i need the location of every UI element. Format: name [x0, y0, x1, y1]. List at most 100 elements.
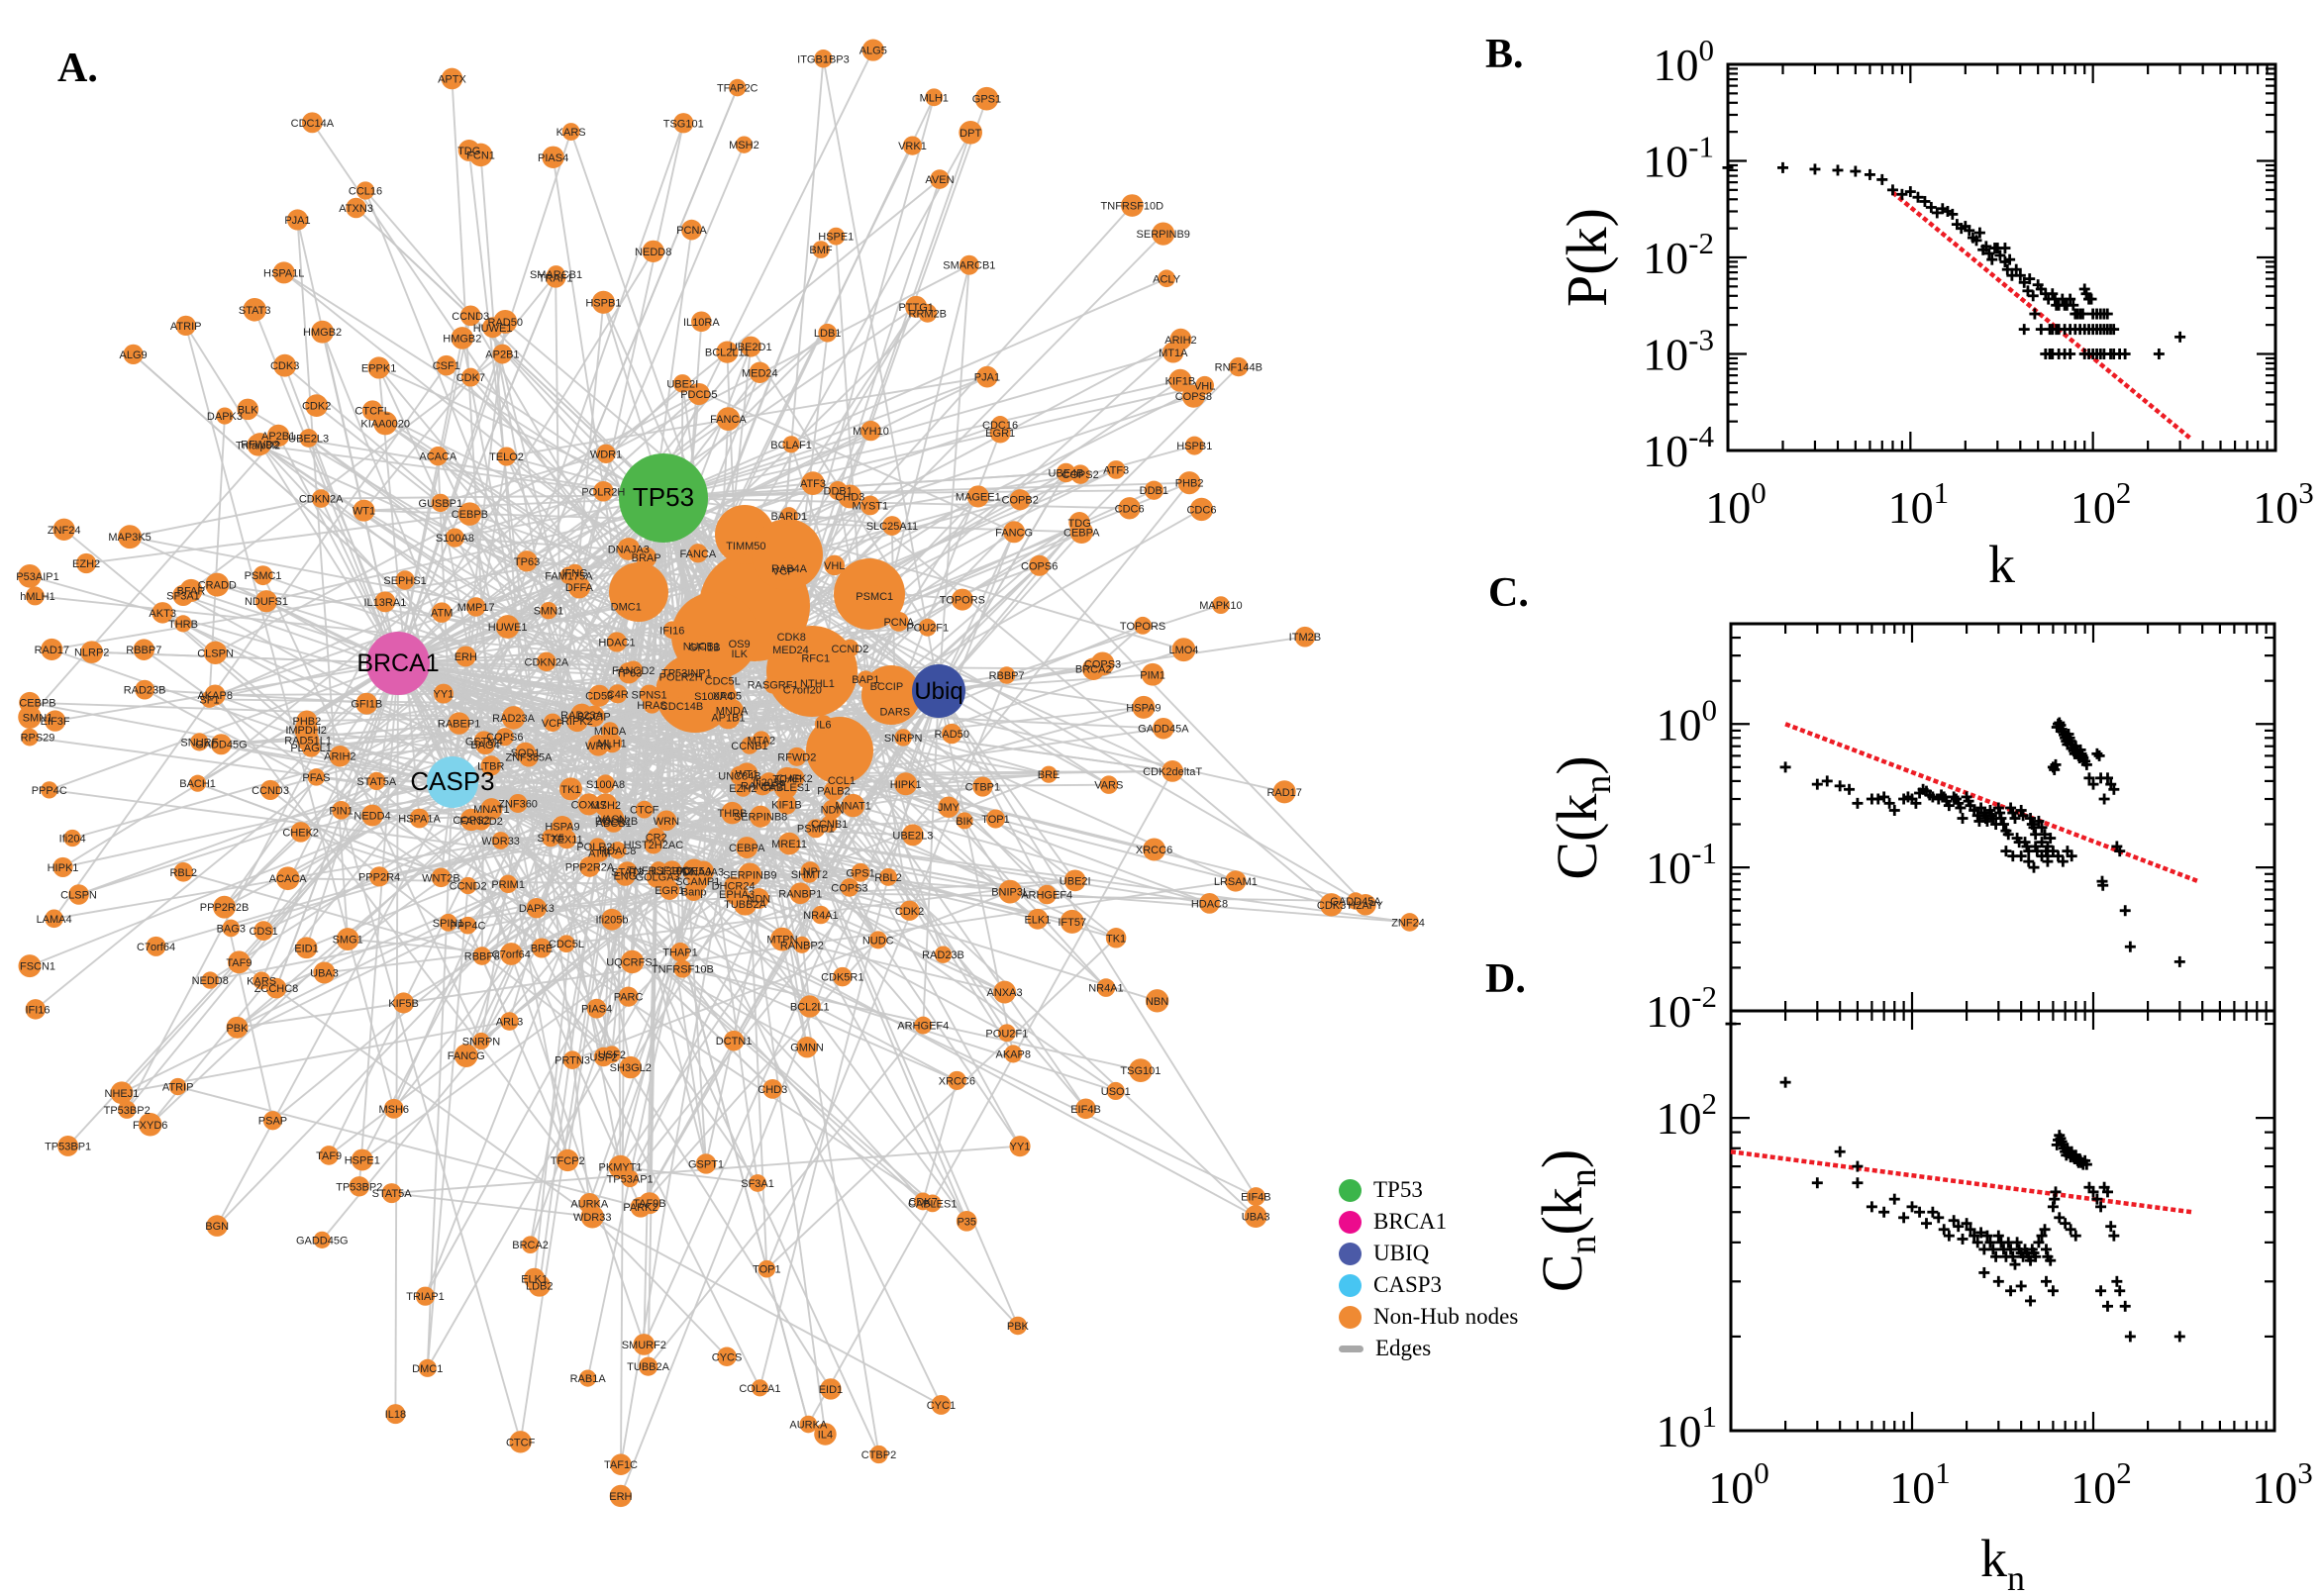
non-hub-node	[203, 641, 228, 664]
non-hub-node	[824, 554, 845, 576]
non-hub-node	[1244, 1205, 1267, 1229]
legend-item-tp53: TP53	[1339, 1174, 1518, 1206]
non-hub-node	[254, 590, 278, 613]
non-hub-node	[448, 712, 470, 735]
network-edge	[397, 353, 504, 664]
fit-line	[1730, 1149, 2192, 1215]
non-hub-node	[934, 946, 953, 963]
y-tick-label: 10-1	[1643, 130, 1714, 187]
non-hub-node	[793, 936, 811, 953]
non-hub-node	[1152, 222, 1175, 246]
non-hub-node	[618, 986, 639, 1007]
non-hub-node	[738, 862, 762, 887]
non-hub-node	[1056, 462, 1076, 483]
legend: TP53 BRCA1 UBIQ CASP3 Non-Hub nodes Edges	[1339, 1174, 1518, 1364]
non-hub-node	[1184, 436, 1204, 455]
non-hub-node	[1158, 269, 1175, 288]
non-hub-node	[252, 565, 273, 586]
pow-exponent: -3	[1688, 323, 1714, 357]
non-hub-node	[931, 1394, 952, 1415]
non-hub-node	[789, 882, 812, 905]
non-hub-node	[439, 913, 457, 932]
non-hub-node	[368, 866, 390, 887]
network-edge	[738, 653, 768, 1269]
non-hub-node	[618, 661, 640, 684]
non-hub-node	[41, 638, 63, 661]
non-hub-node	[418, 1358, 437, 1377]
non-hub-node	[472, 947, 492, 965]
x-tick-label: 101	[1889, 1455, 1951, 1513]
network-edge	[253, 309, 513, 954]
non-hub-node	[1294, 626, 1316, 648]
network-edge	[807, 770, 1173, 1425]
non-hub-node	[152, 602, 173, 624]
non-hub-node	[500, 1012, 519, 1031]
network-edge	[665, 819, 1210, 905]
non-hub-node	[329, 745, 352, 767]
network-edge	[363, 497, 664, 512]
non-hub-node	[480, 798, 503, 821]
non-hub-node	[265, 977, 287, 999]
non-hub-node	[458, 876, 477, 895]
non-hub-node	[720, 698, 744, 723]
x-axis-title: kn	[1980, 1529, 2025, 1596]
non-hub-node	[733, 892, 758, 916]
non-hub-node	[168, 1077, 187, 1096]
non-hub-node	[1106, 1081, 1125, 1101]
network-edge	[822, 58, 940, 692]
non-hub-node	[1118, 497, 1141, 520]
non-hub-node	[25, 586, 45, 606]
non-hub-node	[431, 602, 453, 623]
non-hub-node	[393, 992, 415, 1014]
non-hub-node	[332, 800, 351, 820]
non-hub-node	[521, 1236, 540, 1254]
non-hub-node	[902, 136, 923, 155]
non-hub-node	[493, 310, 518, 334]
non-hub-node	[295, 937, 318, 959]
node-swatch-icon	[1339, 1273, 1362, 1297]
non-hub-node	[734, 779, 752, 797]
non-hub-node	[770, 927, 794, 951]
non-hub-node	[728, 632, 752, 655]
non-hub-node	[542, 146, 564, 169]
network-edge	[397, 662, 758, 1184]
non-hub-node	[266, 424, 290, 448]
non-hub-node	[21, 728, 39, 747]
network-edge	[662, 481, 1190, 499]
non-hub-node	[57, 1135, 79, 1156]
non-hub-node	[831, 769, 853, 791]
non-hub-node	[860, 420, 881, 442]
network-edge	[391, 1192, 593, 1218]
non-hub-node	[1145, 989, 1169, 1013]
legend-label: BRCA1	[1373, 1209, 1448, 1234]
non-hub-node	[353, 499, 375, 522]
network-edge	[468, 513, 595, 717]
non-hub-node	[474, 734, 496, 755]
non-hub-node	[606, 632, 628, 652]
network-edge	[655, 497, 664, 838]
pow-base: 10	[1654, 40, 1699, 90]
non-hub-node	[361, 804, 383, 827]
non-hub-node	[899, 900, 920, 921]
network-edge	[214, 694, 569, 1161]
non-hub-node	[296, 710, 318, 732]
non-hub-node	[712, 670, 733, 691]
non-hub-node	[1181, 384, 1205, 408]
non-hub-node	[174, 615, 192, 633]
non-hub-node	[516, 550, 538, 572]
pow-base: 10	[2253, 482, 2298, 533]
axis-label-part: C(k	[1545, 794, 1609, 880]
non-hub-node	[670, 942, 690, 962]
network-edge	[197, 782, 538, 910]
legend-label: UBIQ	[1373, 1241, 1430, 1265]
non-hub-node	[299, 429, 319, 448]
network-edge	[656, 785, 983, 839]
network-edge	[922, 1080, 959, 1202]
network-panel: MNDAIfi205bZNF24USF2BCCIPWDR33POLR2HMNAT…	[16, 39, 1425, 1508]
non-hub-node	[956, 812, 973, 830]
node-swatch-icon	[1339, 1305, 1362, 1329]
non-hub-node	[818, 323, 838, 343]
non-hub-node	[336, 928, 359, 950]
non-hub-node	[868, 931, 887, 949]
